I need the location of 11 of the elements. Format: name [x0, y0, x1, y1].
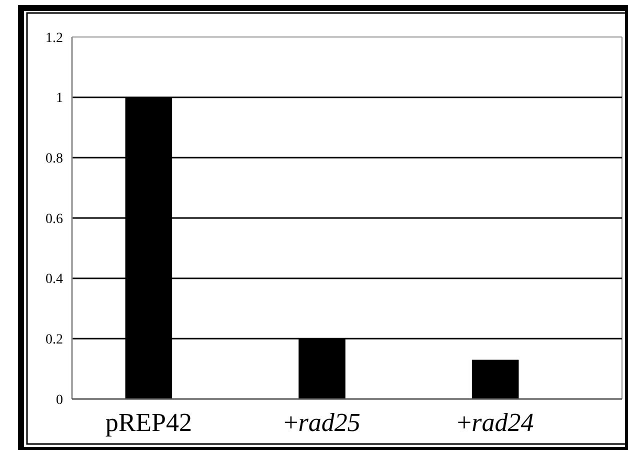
bar: [472, 360, 519, 399]
y-tick-label: 1.2: [46, 30, 63, 46]
x-tick-label: +rad24: [456, 408, 534, 437]
y-tick-label: 0.2: [46, 332, 63, 348]
y-tick-label: 0.6: [46, 212, 63, 227]
x-tick-label: pREP42: [105, 408, 192, 437]
y-tick-label: 0: [56, 392, 63, 408]
y-tick-label: 1: [56, 91, 63, 106]
y-tick-label: 0.4: [46, 272, 63, 288]
x-tick-label: +rad25: [284, 408, 360, 437]
y-tick-label: 0.8: [46, 152, 63, 167]
